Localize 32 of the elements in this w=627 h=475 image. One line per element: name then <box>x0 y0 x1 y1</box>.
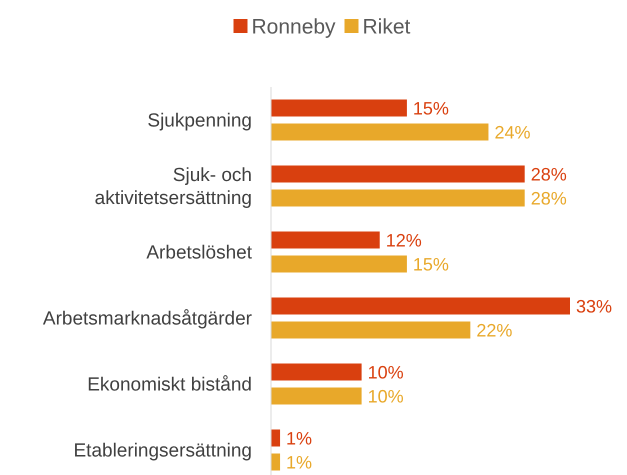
data-label: 10% <box>368 362 404 382</box>
bar <box>271 190 525 206</box>
data-label: 1% <box>286 452 312 472</box>
data-label: 28% <box>530 164 567 184</box>
bar <box>271 124 488 140</box>
data-label: 33% <box>576 296 612 316</box>
bar <box>271 430 280 446</box>
data-label: 10% <box>368 386 404 406</box>
bar <box>271 100 407 116</box>
data-label: 24% <box>494 122 530 142</box>
y-tick-label: Sjuk- och aktivitetsersättning <box>94 165 252 210</box>
legend-label: Ronneby <box>252 15 336 38</box>
bar <box>271 454 280 470</box>
bar <box>271 298 570 314</box>
bar <box>271 232 380 248</box>
data-label: 1% <box>286 428 312 448</box>
y-tick-label: Etableringsersättning <box>74 440 252 462</box>
bar <box>271 388 362 404</box>
legend-label: Riket <box>362 15 411 38</box>
bar <box>271 364 362 380</box>
data-label: 28% <box>530 188 567 208</box>
data-label: 22% <box>476 320 512 340</box>
y-tick-label: Arbetslöshet <box>146 242 253 264</box>
y-tick-label: Arbetsmarknadsåtgärder <box>42 308 253 330</box>
bar <box>271 322 470 338</box>
data-label: 15% <box>412 98 449 118</box>
bar <box>271 166 525 182</box>
data-label: 12% <box>386 230 422 250</box>
bar <box>271 256 407 272</box>
data-label: 15% <box>412 254 449 274</box>
y-tick-label: Sjukpenning <box>147 110 252 132</box>
y-tick-label: Ekonomiskt bistånd <box>87 374 252 396</box>
